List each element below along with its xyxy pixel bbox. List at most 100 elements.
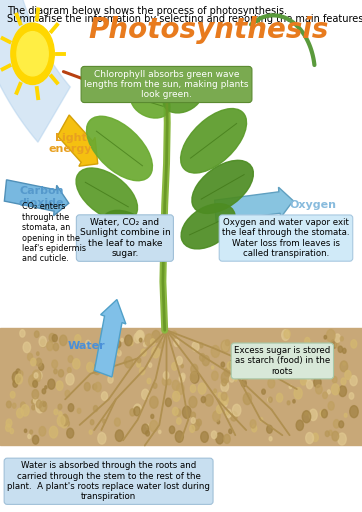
Circle shape (36, 372, 42, 379)
Circle shape (269, 397, 272, 402)
Circle shape (300, 377, 306, 385)
Text: Excess sugar is stored
as starch (food) in the
roots: Excess sugar is stored as starch (food) … (234, 346, 331, 376)
Circle shape (174, 339, 179, 347)
Text: Summarise the information by selecting and reporting the main features.: Summarise the information by selecting a… (7, 14, 362, 25)
Circle shape (217, 420, 220, 424)
Circle shape (24, 429, 27, 433)
Circle shape (61, 415, 68, 425)
Circle shape (36, 401, 44, 413)
Circle shape (216, 405, 222, 414)
Circle shape (21, 402, 25, 409)
Circle shape (190, 385, 196, 392)
Circle shape (267, 425, 272, 433)
Circle shape (142, 424, 149, 434)
Circle shape (325, 431, 329, 437)
Circle shape (39, 401, 47, 412)
Circle shape (350, 375, 357, 386)
Circle shape (222, 379, 227, 386)
Circle shape (324, 335, 327, 339)
Circle shape (247, 351, 252, 358)
Ellipse shape (131, 87, 170, 118)
Circle shape (149, 363, 152, 367)
Circle shape (12, 403, 16, 408)
Circle shape (226, 340, 230, 346)
Circle shape (173, 391, 180, 401)
Circle shape (137, 362, 140, 367)
Circle shape (134, 333, 141, 343)
Circle shape (93, 384, 97, 390)
Circle shape (98, 433, 106, 444)
Circle shape (240, 359, 244, 364)
Circle shape (192, 342, 199, 351)
Circle shape (221, 362, 224, 367)
Circle shape (334, 334, 340, 343)
Circle shape (277, 393, 283, 402)
Circle shape (125, 335, 132, 346)
Circle shape (329, 430, 332, 435)
Circle shape (49, 333, 55, 342)
Circle shape (305, 337, 310, 345)
Circle shape (90, 420, 94, 425)
Circle shape (23, 342, 30, 353)
Circle shape (5, 424, 11, 432)
Circle shape (191, 412, 195, 418)
Circle shape (175, 431, 184, 442)
Circle shape (47, 342, 53, 351)
Circle shape (327, 329, 335, 342)
Circle shape (191, 418, 195, 423)
Circle shape (321, 371, 324, 375)
Circle shape (320, 410, 325, 417)
Circle shape (198, 383, 206, 394)
Circle shape (159, 342, 163, 348)
Text: Oxygen: Oxygen (290, 200, 337, 210)
Circle shape (28, 434, 31, 438)
Circle shape (221, 392, 227, 400)
Circle shape (52, 334, 57, 342)
Circle shape (108, 376, 113, 383)
Ellipse shape (163, 81, 202, 113)
Circle shape (182, 406, 191, 418)
Circle shape (10, 429, 13, 434)
Ellipse shape (181, 204, 235, 249)
Circle shape (32, 390, 39, 399)
Circle shape (172, 362, 177, 370)
Circle shape (42, 389, 46, 394)
Circle shape (58, 370, 64, 377)
Circle shape (39, 426, 46, 436)
Circle shape (12, 372, 21, 383)
Circle shape (241, 368, 249, 380)
Circle shape (54, 409, 58, 415)
Circle shape (33, 398, 37, 403)
FancyArrow shape (4, 180, 69, 216)
Circle shape (312, 433, 318, 441)
Circle shape (172, 380, 179, 390)
Circle shape (31, 400, 34, 404)
Circle shape (213, 390, 216, 394)
Text: Water is absorbed through the roots and
carried through the stem to the rest of : Water is absorbed through the roots and … (7, 461, 210, 501)
Circle shape (43, 402, 46, 407)
Circle shape (230, 376, 234, 382)
Circle shape (67, 428, 74, 438)
Circle shape (15, 374, 22, 384)
Circle shape (221, 400, 225, 406)
Circle shape (224, 368, 230, 376)
Ellipse shape (101, 210, 156, 255)
Circle shape (314, 377, 321, 388)
Text: CO₂ enters
through the
stomata, an
opening in the
leaf's epidermis
and cuticle.: CO₂ enters through the stomata, an openi… (22, 202, 86, 264)
Circle shape (146, 424, 149, 428)
Circle shape (103, 419, 105, 423)
Circle shape (31, 358, 36, 366)
Circle shape (340, 361, 348, 372)
Circle shape (77, 409, 81, 413)
Circle shape (151, 339, 155, 345)
Text: Chlorophyll absorbs green wave
lengths from the sun, making plants
look green.: Chlorophyll absorbs green wave lengths f… (84, 70, 249, 99)
Circle shape (6, 419, 12, 427)
Circle shape (307, 380, 312, 389)
Circle shape (117, 350, 119, 353)
Circle shape (150, 396, 158, 408)
Circle shape (33, 380, 38, 388)
Circle shape (199, 343, 203, 348)
Circle shape (343, 362, 345, 365)
Circle shape (309, 409, 317, 420)
Circle shape (139, 338, 142, 342)
